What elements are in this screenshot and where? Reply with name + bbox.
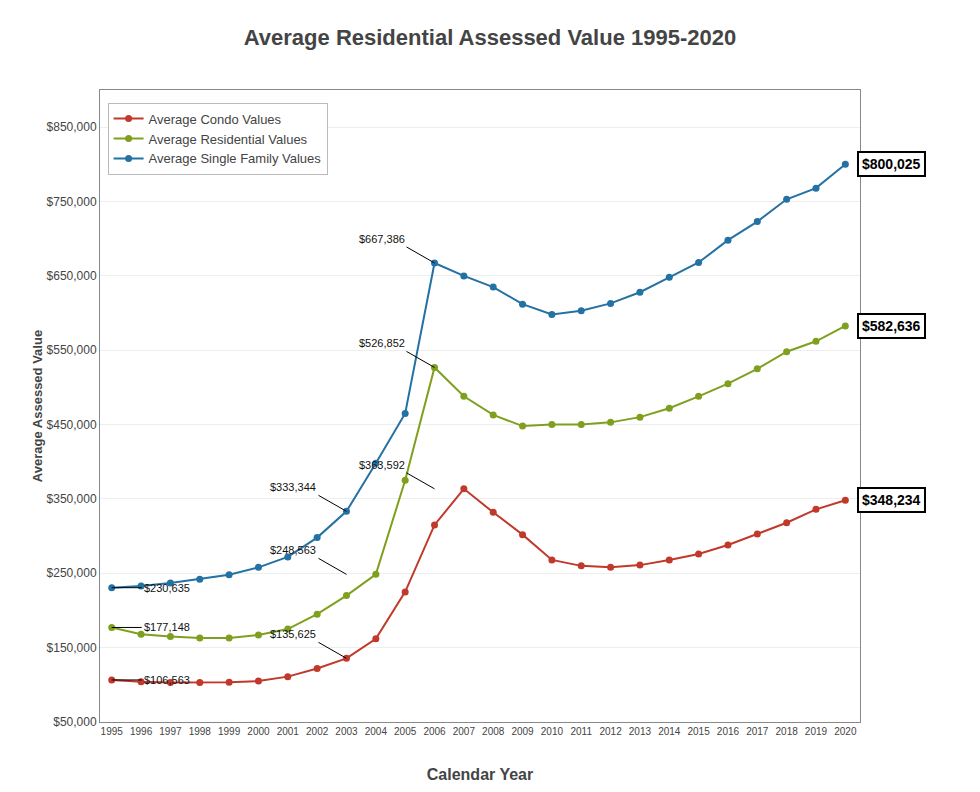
svg-text:2018: 2018 [776,726,799,737]
svg-text:Average Condo Values: Average Condo Values [149,112,282,127]
svg-text:2003: 2003 [335,726,358,737]
svg-text:$800,025: $800,025 [862,156,921,172]
svg-text:$526,852: $526,852 [359,337,405,349]
svg-text:$135,625: $135,625 [270,628,316,640]
svg-text:2014: 2014 [658,726,681,737]
svg-text:$750,000: $750,000 [47,195,97,209]
svg-text:1998: 1998 [189,726,212,737]
svg-text:2012: 2012 [599,726,622,737]
svg-text:$582,636: $582,636 [862,318,921,334]
svg-text:$230,635: $230,635 [144,582,190,594]
svg-text:$106,563: $106,563 [144,674,190,686]
svg-text:$650,000: $650,000 [47,269,97,283]
svg-text:$250,000: $250,000 [47,566,97,580]
svg-text:2006: 2006 [423,726,446,737]
svg-text:2002: 2002 [306,726,329,737]
svg-text:2001: 2001 [277,726,300,737]
svg-text:1995: 1995 [101,726,124,737]
svg-text:2007: 2007 [453,726,476,737]
svg-text:1996: 1996 [130,726,153,737]
svg-text:1999: 1999 [218,726,241,737]
svg-text:$333,344: $333,344 [270,481,316,493]
svg-text:$348,234: $348,234 [862,492,921,508]
svg-text:2010: 2010 [541,726,564,737]
svg-text:$667,386: $667,386 [359,233,405,245]
svg-text:2019: 2019 [805,726,828,737]
svg-text:$177,148: $177,148 [144,621,190,633]
svg-text:$450,000: $450,000 [47,418,97,432]
svg-text:$363,592: $363,592 [359,459,405,471]
svg-text:$150,000: $150,000 [47,641,97,655]
svg-text:2000: 2000 [247,726,270,737]
svg-text:2005: 2005 [394,726,417,737]
svg-text:$50,000: $50,000 [53,715,97,729]
svg-text:Calendar Year: Calendar Year [427,766,533,783]
svg-text:2009: 2009 [511,726,534,737]
svg-text:$550,000: $550,000 [47,343,97,357]
svg-text:2013: 2013 [629,726,652,737]
svg-text:Average Assessed Value: Average Assessed Value [30,330,45,482]
svg-text:2008: 2008 [482,726,505,737]
svg-text:2020: 2020 [834,726,857,737]
svg-text:2015: 2015 [687,726,710,737]
svg-text:$850,000: $850,000 [47,120,97,134]
svg-text:2016: 2016 [717,726,740,737]
svg-text:Average Residential Assessed V: Average Residential Assessed Value 1995-… [244,25,736,50]
svg-text:1997: 1997 [159,726,182,737]
svg-text:$350,000: $350,000 [47,492,97,506]
svg-text:Average Single Family Values: Average Single Family Values [149,151,322,166]
svg-text:Average Residential Values: Average Residential Values [149,132,308,147]
svg-text:2011: 2011 [570,726,592,737]
svg-text:2017: 2017 [746,726,769,737]
svg-text:$248,563: $248,563 [270,544,316,556]
svg-text:2004: 2004 [365,726,388,737]
